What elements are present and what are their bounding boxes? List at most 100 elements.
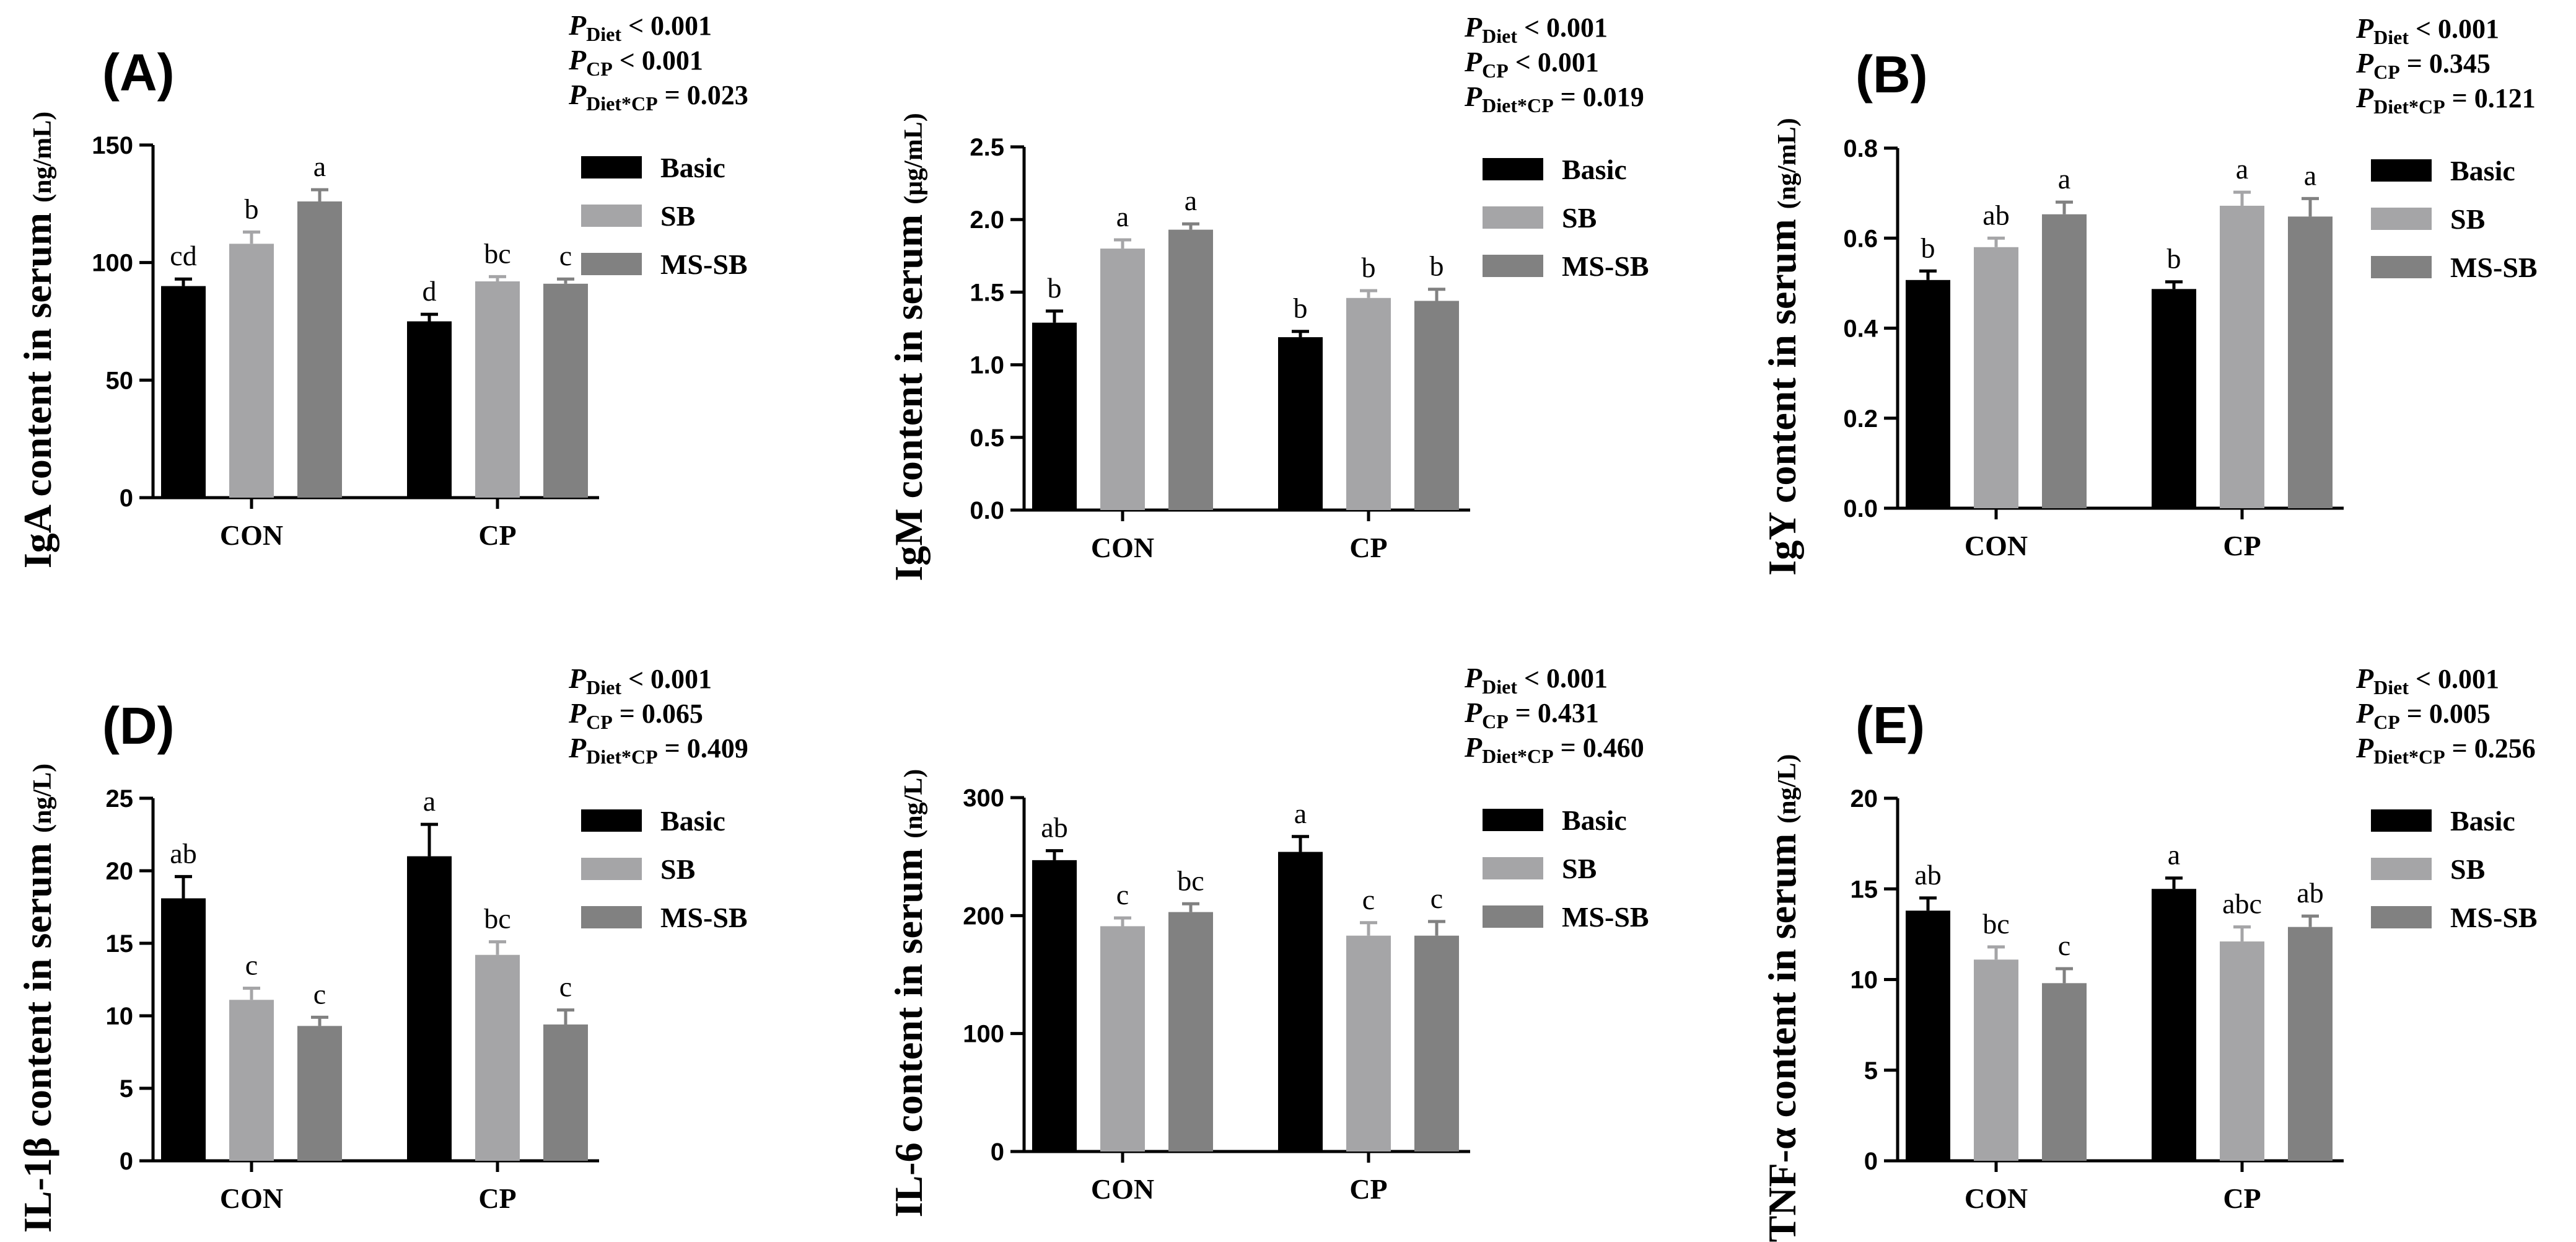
x-category-label: CON [1091, 1173, 1154, 1205]
bar [1346, 297, 1391, 510]
p-value-stat: PDiet*CP = 0.409 [568, 732, 748, 768]
legend-swatch [1483, 905, 1543, 928]
legend-label: MS-SB [660, 249, 748, 280]
legend-swatch [1483, 158, 1543, 180]
significance-letter: a [423, 785, 436, 817]
y-tick-label: 0.8 [1843, 135, 1878, 162]
p-value-stat: PDiet*CP = 0.023 [568, 79, 748, 115]
significance-letter: b [1362, 252, 1376, 283]
significance-letter: c [313, 978, 326, 1010]
significance-letter: bc [484, 903, 510, 935]
y-tick-label: 0.0 [970, 497, 1004, 524]
p-value-stat: PCP = 0.431 [1464, 697, 1599, 733]
y-tick-label: 0.4 [1843, 315, 1878, 343]
significance-letter: cd [170, 240, 196, 271]
x-category-label: CON [220, 1183, 283, 1214]
y-tick-label: 5 [1864, 1057, 1878, 1085]
bar [1974, 959, 2018, 1161]
p-value-stat: PDiet < 0.001 [568, 663, 712, 698]
y-tick-label: 20 [1851, 785, 1878, 813]
p-value-stat: PDiet*CP = 0.460 [1464, 731, 1644, 767]
significance-letter: bc [1177, 865, 1204, 896]
panel-letter: (A) [102, 43, 175, 102]
x-category-label: CON [1091, 532, 1154, 563]
significance-letter: b [245, 193, 259, 224]
x-category-label: CON [1965, 530, 2028, 562]
significance-letter: b [1048, 272, 1062, 304]
legend-swatch [581, 906, 642, 928]
legend-label: MS-SB [2450, 252, 2538, 283]
significance-letter: bc [484, 237, 510, 269]
y-tick-label: 200 [963, 902, 1004, 930]
bar [1278, 852, 1323, 1152]
y-tick-label: 0.2 [1843, 405, 1878, 433]
legend-label: SB [660, 200, 695, 232]
significance-letter: a [2304, 159, 2316, 191]
legend-label: SB [1562, 853, 1597, 884]
y-tick-label: 100 [92, 250, 133, 277]
y-tick-label: 50 [106, 367, 134, 394]
legend-swatch [2371, 906, 2432, 928]
bar [1906, 910, 1950, 1161]
legend-label: Basic [660, 152, 725, 183]
p-value-stat: PDiet < 0.001 [2355, 12, 2499, 48]
bar [2042, 214, 2087, 508]
legend-swatch [2371, 809, 2432, 832]
legend-label: SB [1562, 202, 1597, 234]
bar [543, 1024, 588, 1161]
bar [407, 321, 452, 498]
bar [2152, 289, 2196, 508]
bar [229, 1000, 274, 1161]
legend-label: Basic [2450, 155, 2515, 187]
x-category-label: CP [2223, 1183, 2261, 1214]
y-axis-title: IgA content in serum (ng/mL) [15, 112, 59, 568]
p-value-stat: PDiet < 0.001 [1464, 11, 1608, 47]
significance-letter: a [2058, 163, 2070, 195]
bar [161, 898, 206, 1161]
x-category-label: CP [478, 1183, 516, 1214]
y-tick-label: 0.5 [970, 425, 1004, 452]
y-tick-label: 5 [120, 1075, 133, 1103]
significance-letter: abc [2222, 888, 2262, 920]
significance-letter: c [1430, 883, 1443, 914]
x-category-label: CP [1349, 532, 1387, 563]
y-tick-label: 0 [1864, 1148, 1878, 1175]
legend-swatch [1483, 809, 1543, 831]
legend-swatch [1483, 255, 1543, 277]
bar [543, 283, 588, 498]
legend-swatch [2371, 208, 2432, 230]
significance-letter: bc [1982, 908, 2009, 940]
bar [2288, 927, 2333, 1161]
bar [1414, 301, 1459, 510]
bar [1346, 935, 1391, 1152]
significance-letter: c [2058, 930, 2070, 961]
significance-letter: ab [1982, 199, 2009, 231]
bar [1278, 337, 1323, 510]
legend-label: SB [660, 853, 695, 885]
bar [475, 954, 520, 1161]
panel-letter: (D) [102, 697, 175, 755]
y-tick-label: 1.5 [970, 279, 1004, 306]
y-axis-title: IL-6 content in serum (ng/L) [887, 769, 931, 1218]
bar [2042, 983, 2087, 1161]
legend-swatch [581, 809, 642, 832]
significance-letter: c [1362, 884, 1375, 915]
x-category-label: CON [1965, 1183, 2028, 1214]
y-tick-label: 0 [120, 1148, 133, 1175]
significance-letter: a [2168, 839, 2180, 871]
legend-label: MS-SB [1562, 250, 1649, 282]
significance-letter: c [559, 971, 572, 1003]
significance-letter: b [1430, 250, 1444, 282]
y-tick-label: 1.0 [970, 352, 1004, 379]
significance-letter: ab [2297, 877, 2323, 909]
legend-label: SB [2450, 203, 2485, 235]
y-tick-label: 15 [1851, 876, 1878, 903]
legend-swatch [581, 205, 642, 227]
p-value-stat: PCP = 0.345 [2355, 47, 2491, 83]
significance-letter: a [2236, 153, 2248, 185]
x-category-label: CP [1349, 1173, 1387, 1205]
y-tick-label: 2.5 [970, 134, 1004, 161]
